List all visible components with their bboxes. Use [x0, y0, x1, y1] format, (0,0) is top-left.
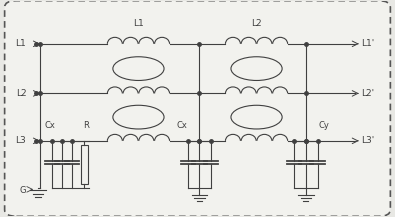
- FancyBboxPatch shape: [5, 1, 390, 216]
- Text: R: R: [83, 121, 89, 130]
- Text: L3: L3: [15, 136, 26, 145]
- Text: L2: L2: [251, 19, 262, 28]
- Text: L2: L2: [16, 89, 26, 98]
- Text: Cy: Cy: [318, 121, 329, 130]
- Text: L1: L1: [133, 19, 144, 28]
- Text: L1: L1: [15, 39, 26, 48]
- Text: G: G: [20, 186, 26, 195]
- Text: L3': L3': [361, 136, 374, 145]
- Text: L2': L2': [361, 89, 374, 98]
- Text: Cx: Cx: [45, 121, 55, 130]
- Text: L1': L1': [361, 39, 374, 48]
- Text: Cx: Cx: [176, 121, 187, 130]
- Bar: [81, 145, 88, 184]
